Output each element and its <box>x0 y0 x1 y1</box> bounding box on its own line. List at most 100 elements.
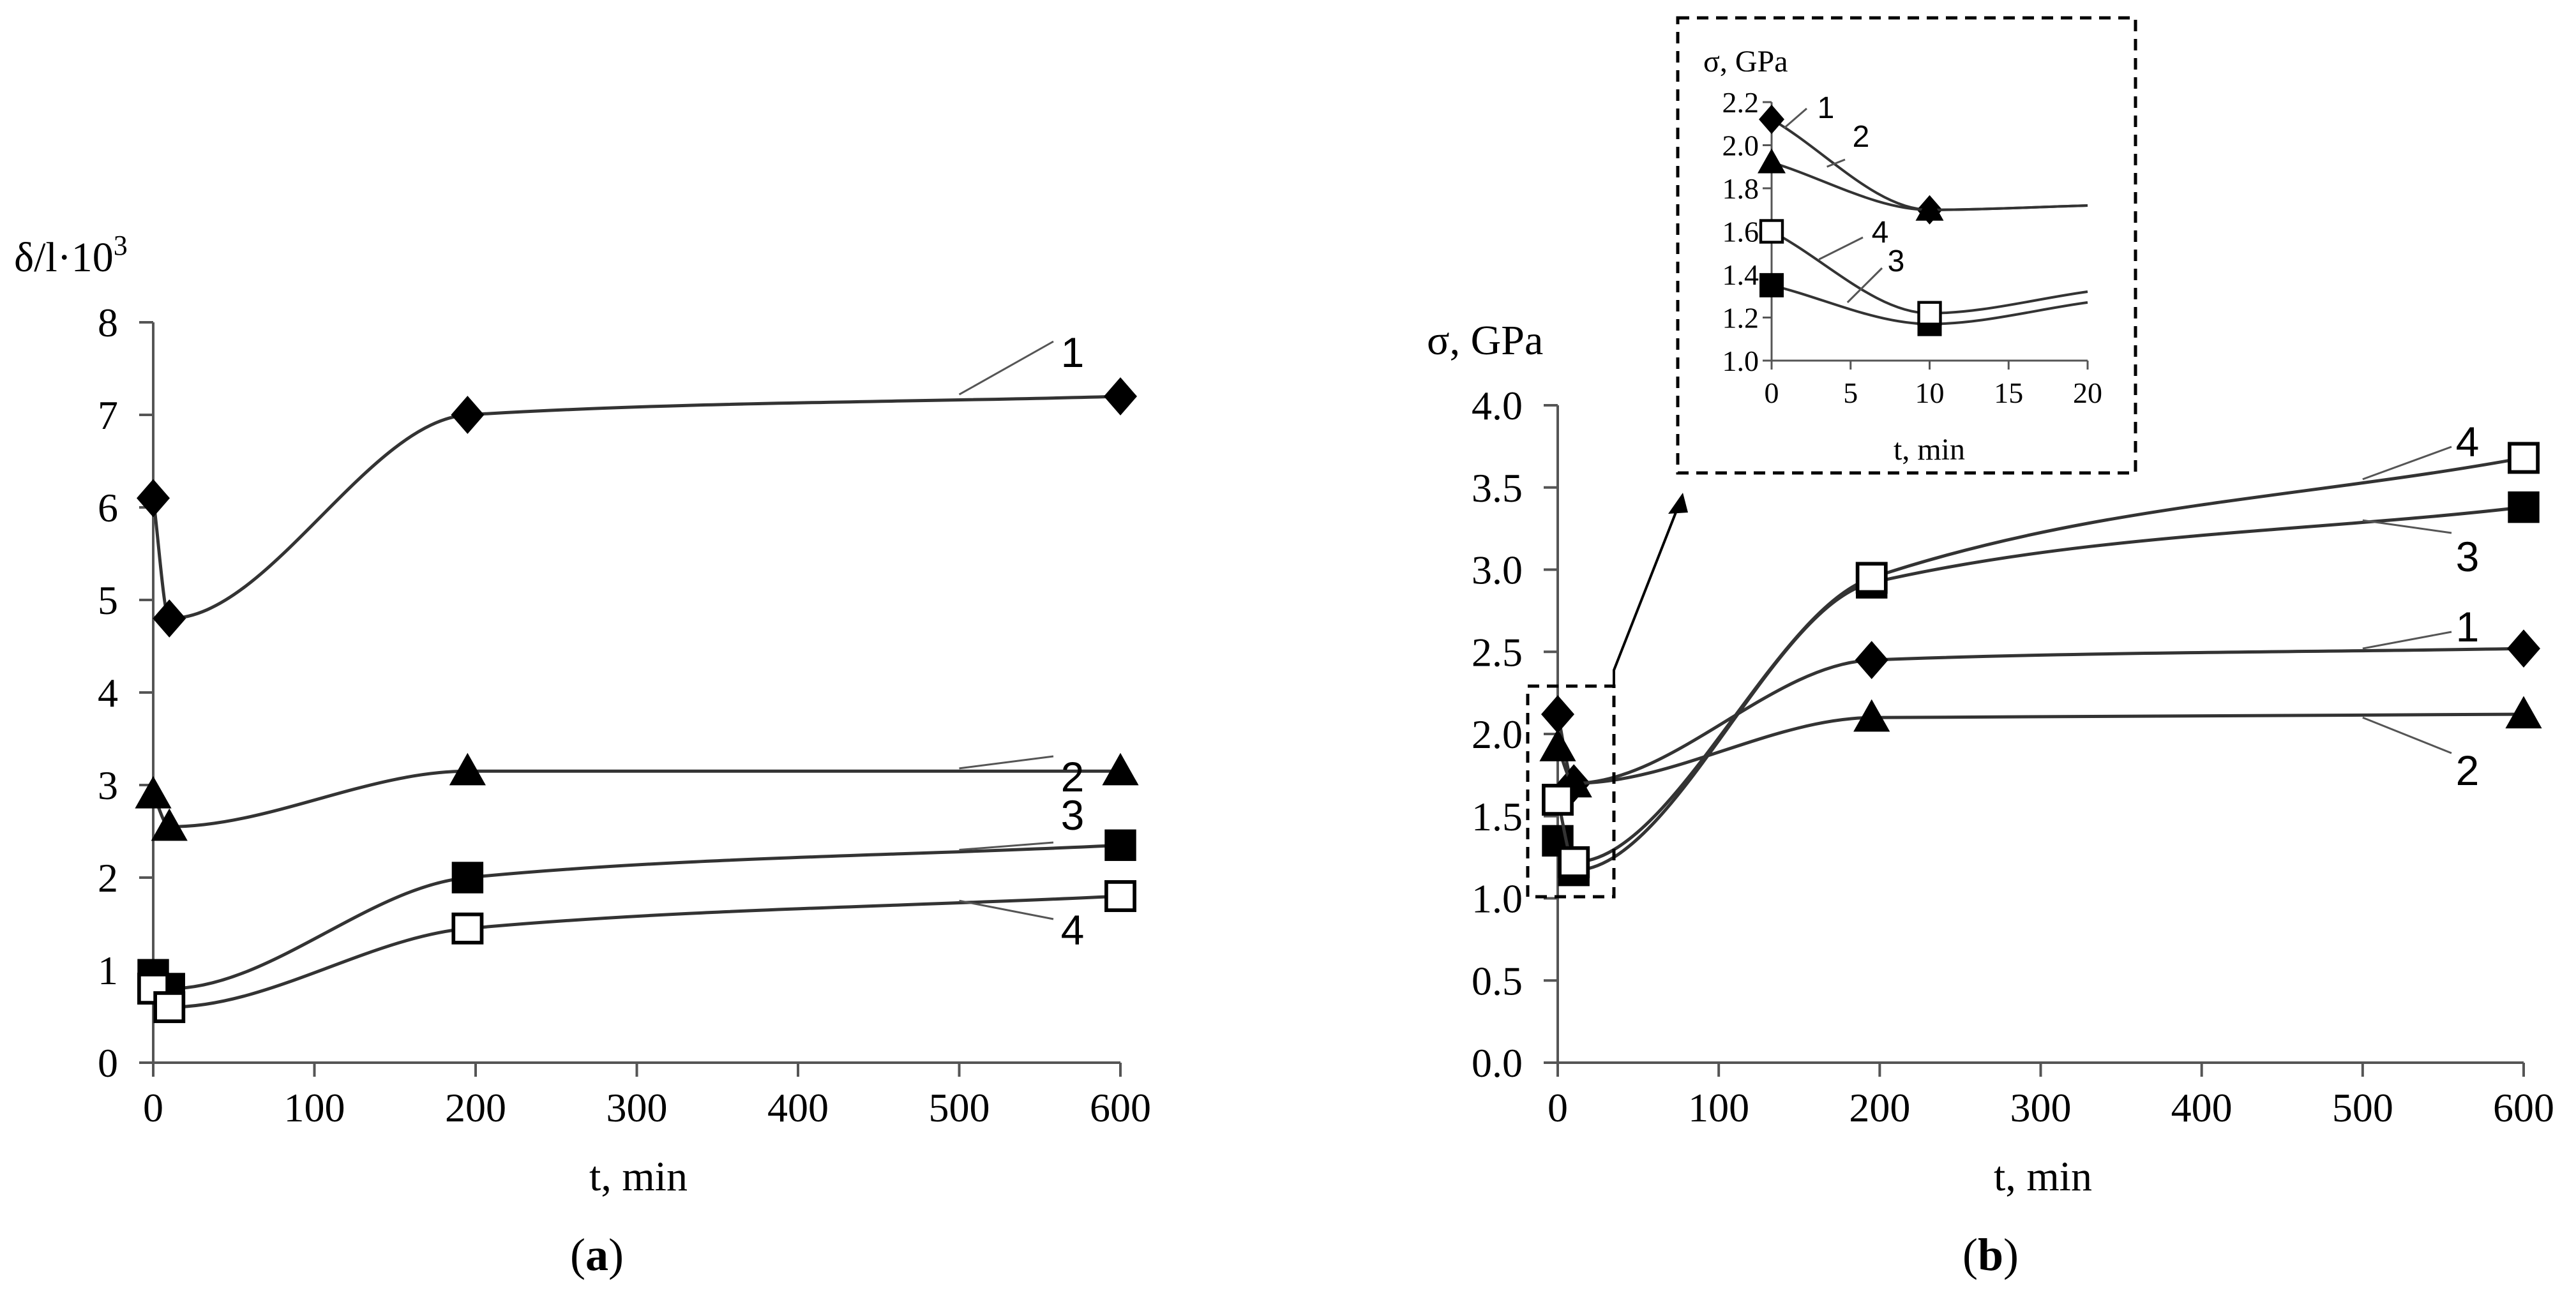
b-zoom-arrow-head <box>1668 493 1688 514</box>
a-panel-label-letter: a <box>585 1229 608 1280</box>
a-y-tick-label: 3 <box>98 763 118 808</box>
b-inset-y-tick-label: 1.0 <box>1722 345 1759 377</box>
b-series-label-1: 1 <box>2456 603 2480 650</box>
b-inset-data-point-2 <box>1915 195 1944 221</box>
a-x-tick-label: 200 <box>445 1085 506 1130</box>
a-x-axis-title: t, min <box>589 1153 688 1200</box>
b-x-tick-label: 0 <box>1548 1085 1568 1130</box>
b-inset-series-label-3-leader <box>1846 267 1883 303</box>
a-series-line-4 <box>152 894 1121 1009</box>
a-data-point-1 <box>451 396 485 434</box>
b-y-tick-label: 3.0 <box>1472 548 1523 593</box>
a-series-label-2-leader <box>959 755 1054 770</box>
b-x-tick-label: 500 <box>2332 1085 2393 1130</box>
b-x-tick-label: 200 <box>1849 1085 1910 1130</box>
b-series-label-4-leader <box>2362 445 2452 481</box>
b-inset-series-label-3: 3 <box>1888 244 1905 278</box>
a-series-4 <box>137 880 1136 1023</box>
a-data-point-1 <box>153 599 186 638</box>
a-series-label-4: 4 <box>1061 906 1085 954</box>
b-series-4 <box>1542 442 2540 878</box>
b-inset-x-tick-label: 10 <box>1915 377 1945 409</box>
b-y-axis-title: σ, GPa <box>1427 317 1543 364</box>
b-series-line-3 <box>1556 505 2524 872</box>
b-series-label-2: 2 <box>2456 747 2480 794</box>
b-x-axis-title: t, min <box>1994 1153 2092 1200</box>
a-y-tick-label: 6 <box>98 485 118 530</box>
a-y-tick-label: 5 <box>98 578 118 623</box>
b-inset-y-tick-label: 1.8 <box>1722 172 1759 205</box>
a-x-tick-label: 300 <box>606 1085 668 1130</box>
b-y-tick-label: 4.0 <box>1472 383 1523 428</box>
a-data-point-3 <box>1104 829 1136 861</box>
b-panel-label: (b) <box>1962 1229 2019 1280</box>
a-y-tick-label: 0 <box>98 1040 118 1086</box>
a-y-tick-label: 1 <box>98 948 118 993</box>
a-data-point-1 <box>137 479 170 518</box>
b-inset-series-label-4-leader <box>1818 236 1864 260</box>
b-x-tick-label: 400 <box>2171 1085 2233 1130</box>
a-data-point-2 <box>135 775 172 809</box>
b-y-tick-label: 3.5 <box>1472 465 1523 511</box>
b-inset-y-tick-label: 1.4 <box>1722 258 1759 291</box>
b-x-tick-label: 300 <box>2010 1085 2072 1130</box>
b-inset-x-tick-label: 0 <box>1765 377 1779 409</box>
b-series-label-1-leader <box>2362 631 2452 650</box>
a-data-point-1 <box>1104 377 1137 415</box>
b-data-point-4 <box>1542 784 1574 816</box>
b-zoom-region-box <box>1526 684 1616 899</box>
b-panel-label-letter: b <box>1978 1229 2003 1280</box>
b-y-tick-label: 1.5 <box>1472 794 1523 839</box>
a-series-label-1-leader <box>958 340 1054 396</box>
a-x-tick-label: 600 <box>1090 1085 1151 1130</box>
b-data-point-2 <box>1539 729 1576 761</box>
a-series-line-1 <box>151 394 1121 620</box>
a-data-point-2 <box>449 752 486 786</box>
a-series-label-3: 3 <box>1061 791 1085 839</box>
chart-panel-b: 0 100 200 300 400 500 6000.00.51.01.52.02.53.0… <box>1427 16 2554 1280</box>
b-series-line-4 <box>1556 456 2524 864</box>
b-x-tick-label: 600 <box>2493 1085 2554 1130</box>
a-y-tick-label: 8 <box>98 300 118 345</box>
b-inset-series-label-2-leader <box>1827 158 1846 168</box>
b-inset-series-label-1-leader <box>1783 107 1807 129</box>
b-inset-series-2 <box>1758 148 2088 221</box>
b-inset-y-tick-label: 2.2 <box>1722 86 1759 119</box>
a-data-point-2 <box>1102 752 1139 786</box>
b-y-tick-label: 0.0 <box>1472 1040 1523 1086</box>
a-y-axis-title-text: δ/l·10 <box>14 234 114 281</box>
a-y-axis-title: δ/l·103 <box>14 230 128 281</box>
b-data-point-1 <box>1855 641 1888 680</box>
b-data-point-2 <box>1853 699 1890 732</box>
a-y-axis-title-sup: 3 <box>114 230 128 261</box>
b-inset-x-tick-label: 5 <box>1843 377 1858 409</box>
a-series-label-2: 2 <box>1061 753 1085 800</box>
b-series-3 <box>1542 491 2540 887</box>
b-y-tick-label: 0.5 <box>1472 958 1523 1003</box>
b-inset-series-4 <box>1759 219 2088 326</box>
b-inset-x-axis-title: t, min <box>1894 433 1965 467</box>
a-x-tick-label: 0 <box>143 1085 163 1130</box>
b-inset-y-tick-label: 1.6 <box>1722 216 1759 248</box>
a-series-label-1: 1 <box>1061 329 1085 376</box>
a-series-1 <box>137 377 1137 638</box>
a-panel-label: (a) <box>570 1229 624 1280</box>
a-data-point-2 <box>151 808 188 841</box>
a-series-2 <box>135 752 1139 841</box>
b-series-label-2-leader <box>2362 716 2452 754</box>
b-data-point-4 <box>1558 846 1590 878</box>
b-inset-data-point-3 <box>1759 273 1784 297</box>
a-x-tick-label: 500 <box>929 1085 990 1130</box>
b-inset-data-point-2 <box>1758 148 1786 174</box>
b-data-point-1 <box>2507 629 2540 668</box>
a-series-line-2 <box>151 769 1120 828</box>
b-data-point-3 <box>2508 491 2540 523</box>
b-data-point-2 <box>2505 696 2542 729</box>
b-series-label-4: 4 <box>2456 418 2480 465</box>
b-data-point-4 <box>1855 562 1888 594</box>
a-x-tick-label: 100 <box>284 1085 345 1130</box>
b-inset-x-tick-label: 15 <box>1994 377 2023 409</box>
a-y-tick-label: 4 <box>98 670 118 715</box>
